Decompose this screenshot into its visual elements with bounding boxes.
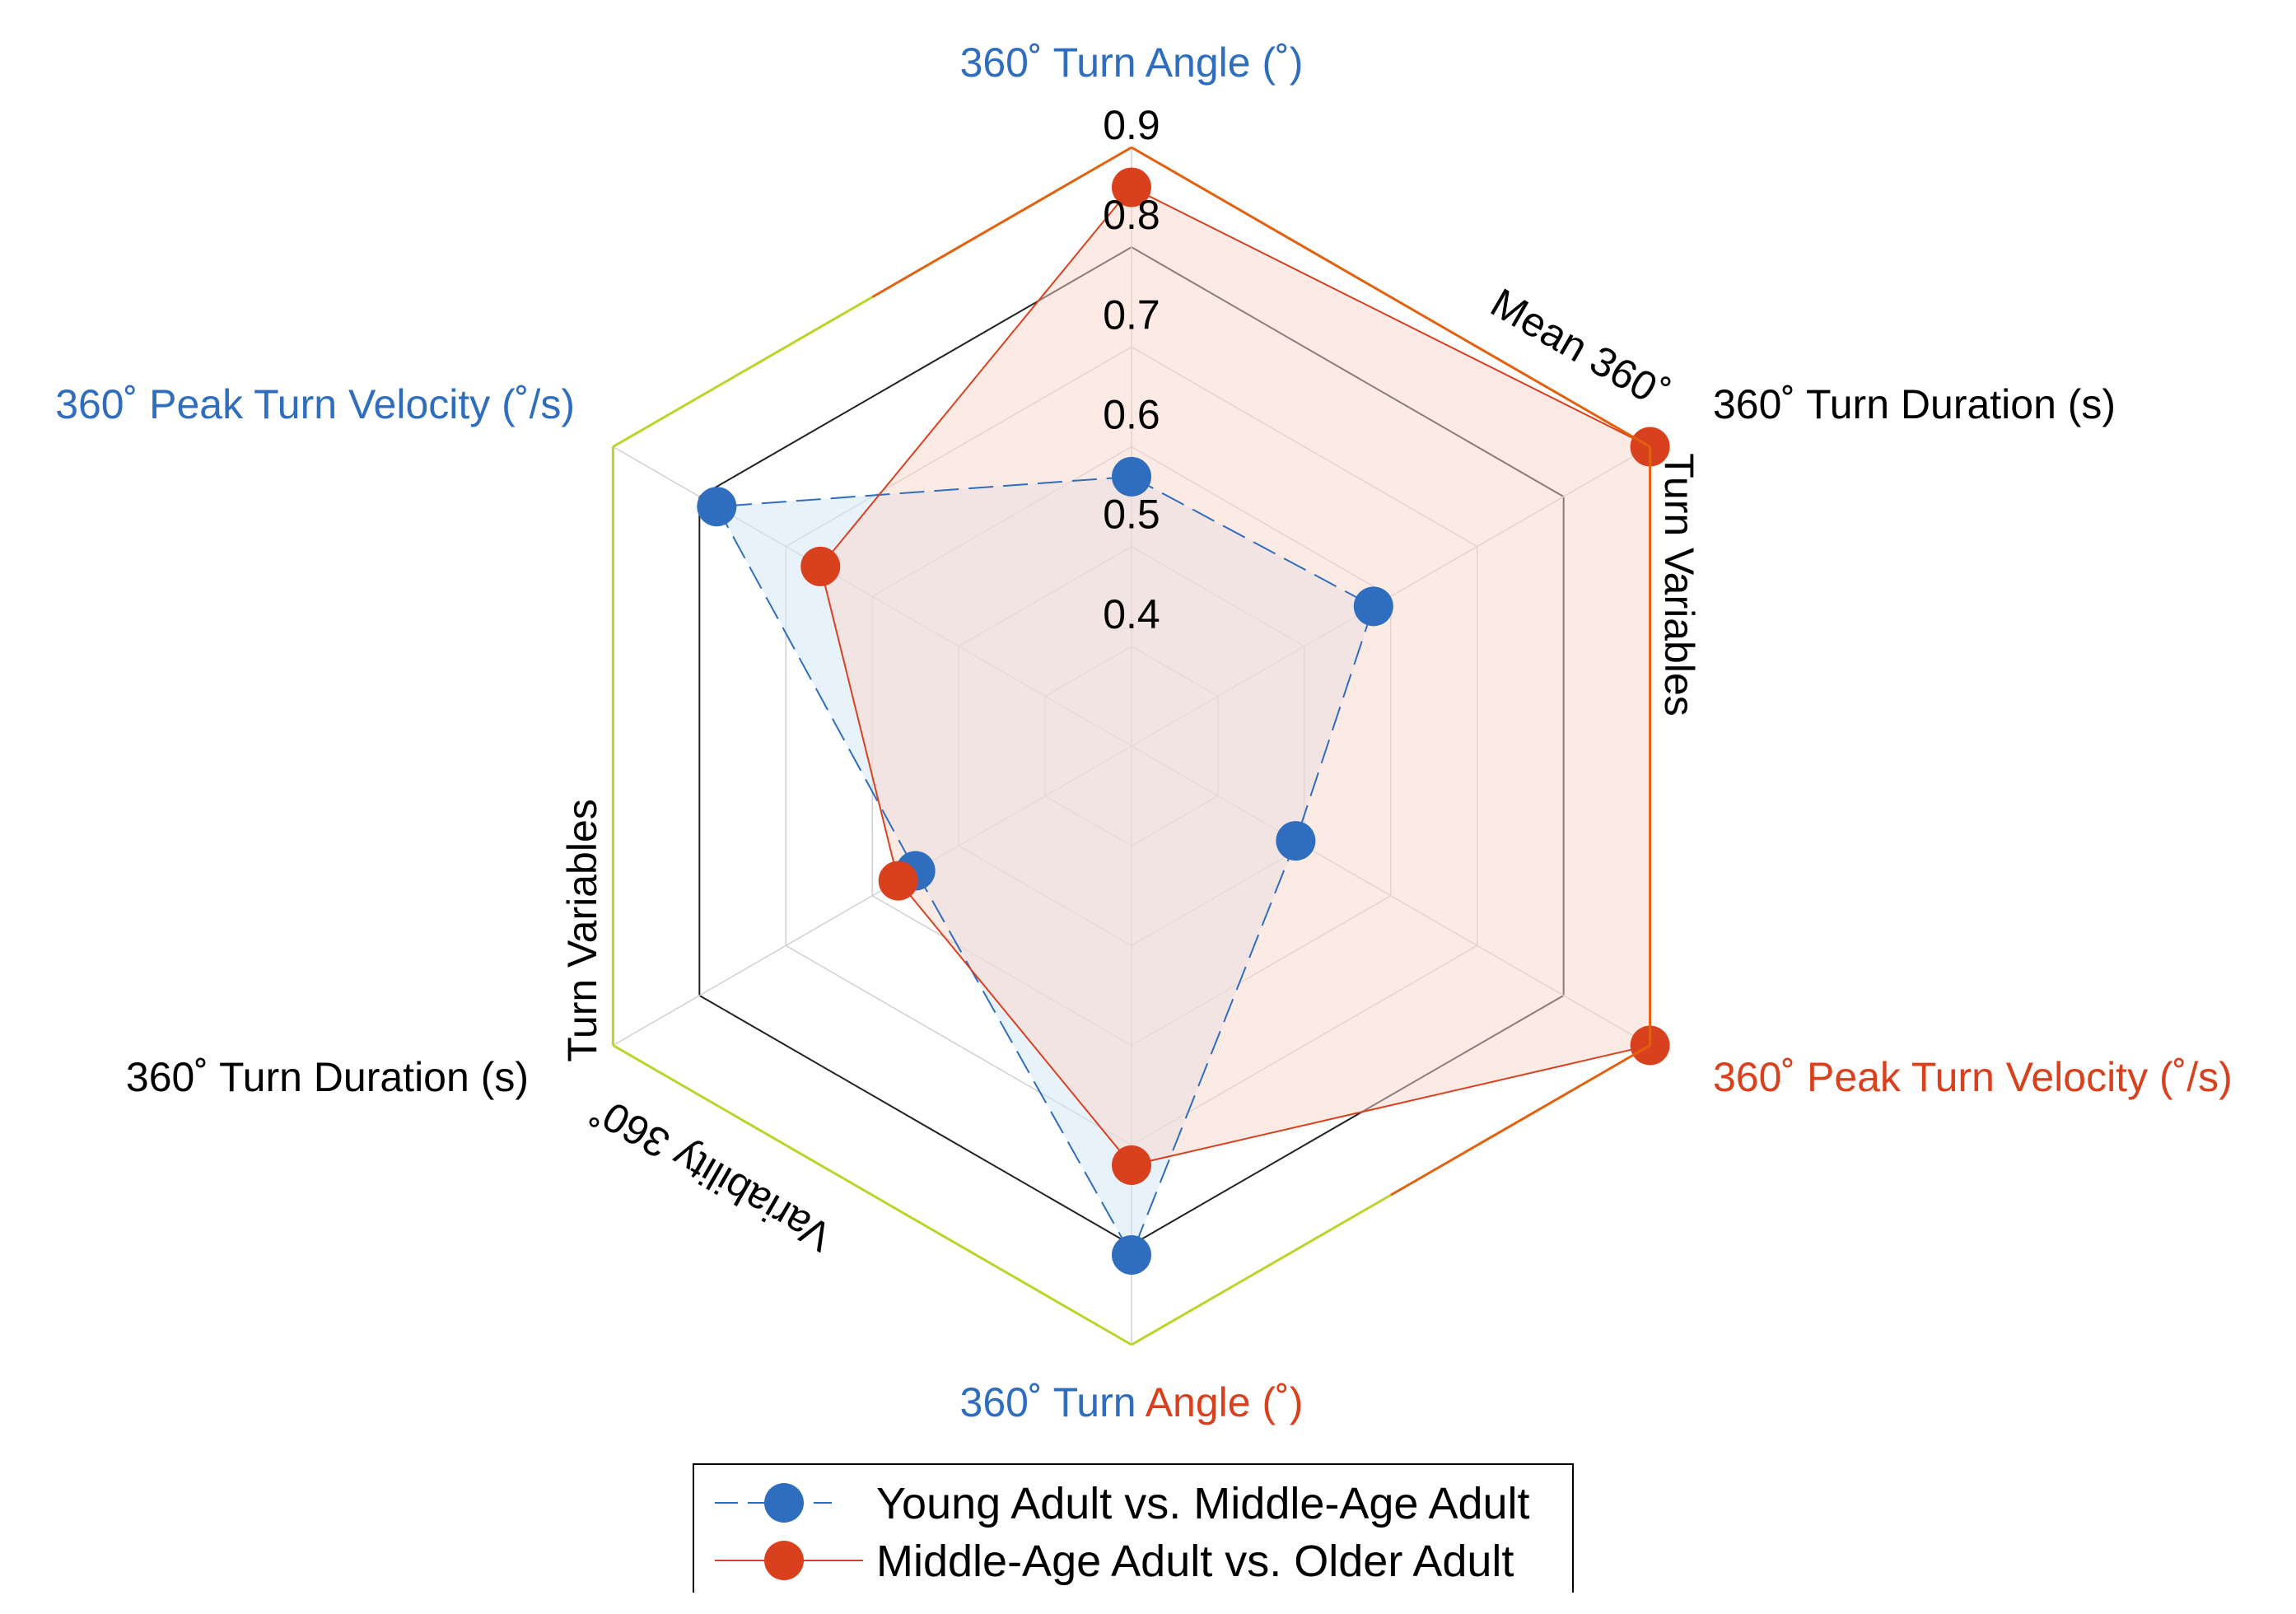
axis-label-bottom-part2: Angle (˚) [1146,1379,1304,1425]
legend-marker-middle [764,1541,804,1580]
axis-label-upper-left: 360˚ Peak Turn Velocity (˚/s) [55,381,575,427]
series-1-point-4 [878,861,918,901]
series-1-point-0 [1112,167,1151,208]
outline-segment-2a [1390,1044,1651,1197]
group-label-variability-title: Variability 360˚ [583,1086,839,1261]
outline-segment-2b [1131,1193,1392,1346]
outline-segment-3 [612,1044,1132,1346]
group-label-variability-sub: Turn Variables [559,799,605,1062]
series-1-point-5 [800,546,841,586]
axis-label-bottom: 360˚ Turn Angle (˚) [960,1379,1304,1425]
radial-tick-5: 0.9 [1103,102,1160,148]
legend-label-young: Young Adult vs. Middle-Age Adult [876,1479,1530,1528]
series-fill-1 [820,187,1650,1165]
outline-segment-5b [871,146,1132,299]
axis-label-upper-right: 360˚ Turn Duration (s) [1713,381,2116,427]
axis-label-top: 360˚ Turn Angle (˚) [960,40,1304,86]
radial-tick-labels: 0.4 0.5 0.6 0.7 0.8 0.9 [1103,102,1160,637]
radial-tick-1: 0.5 [1103,492,1160,538]
series-fills [716,187,1650,1255]
legend-frame [693,1463,1574,1593]
series-0-point-5 [697,487,737,527]
legend: Young Adult vs. Middle-Age Adult Middle-… [693,1463,1574,1593]
legend-marker-young [764,1483,804,1523]
series-0-point-1 [1353,586,1393,627]
series-1-point-3 [1112,1145,1151,1185]
group-label-mean-sub: Turn Variables [1656,453,1702,716]
series-0-point-2 [1276,821,1316,861]
radial-tick-2: 0.6 [1103,392,1160,438]
axis-label-bottom-part1: 360˚ Turn [960,1379,1146,1425]
legend-label-middle: Middle-Age Adult vs. Older Adult [876,1537,1514,1586]
radar-outline [611,146,1652,1346]
series-0-point-3 [1112,1234,1151,1275]
outline-segment-5a [612,296,873,448]
axis-label-lower-left: 360˚ Turn Duration (s) [126,1054,529,1100]
radial-tick-0: 0.4 [1103,591,1160,637]
axis-label-lower-right: 360˚ Peak Turn Velocity (˚/s) [1713,1054,2233,1100]
radar-series [697,167,1670,1275]
radial-tick-4: 0.8 [1103,192,1160,238]
radial-tick-3: 0.7 [1103,292,1160,338]
series-0-point-0 [1112,456,1151,497]
outline-segment-0 [1131,146,1651,448]
series-markers [697,167,1670,1275]
